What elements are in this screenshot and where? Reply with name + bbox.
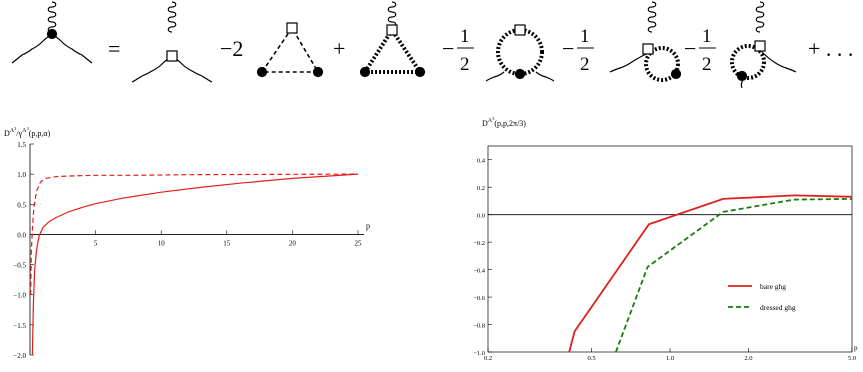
left-x-tick-label: 5: [94, 239, 98, 247]
left-x-tick-label: 10: [158, 239, 166, 247]
minus-sign-2: −: [562, 36, 574, 61]
right-y-tick-label: −0.6: [473, 295, 486, 302]
right-x-tick-label: 0.5: [588, 355, 596, 362]
coefficient-minus-two: −2: [220, 36, 243, 61]
left-y-tick-label: 0.5: [17, 201, 26, 209]
right-y-tick-label: −0.2: [473, 240, 485, 247]
dressed-vertex-diagram: [11, 1, 93, 64]
left-x-axis-label: p: [366, 221, 370, 230]
right-chart: DA3(p,p,2π/3) 0.4 0.2 0.0 −0.2 −0.4 −0.6 −0.8 −…: [473, 116, 858, 362]
right-y-tick-label: −0.8: [473, 323, 485, 330]
right-y-tick-label: 0.2: [477, 185, 485, 192]
right-y-tick-label: 0.4: [477, 158, 486, 165]
gluon-swordfish-diagram-2: [730, 1, 797, 89]
left-y-tick-label: −1.5: [13, 322, 26, 330]
svg-text:DA3(p,p,2π/3): DA3(p,p,2π/3): [482, 116, 526, 128]
right-x-axis-label: p: [854, 344, 858, 352]
right-x-tick-label: 5.0: [848, 355, 856, 362]
half-denominator-1: 2: [460, 54, 470, 75]
right-x-tick-label: 1.0: [666, 355, 674, 362]
left-x-tick-label: 15: [223, 239, 231, 247]
left-x-tick-label: 25: [355, 239, 363, 247]
left-y-tick-label: 0.0: [17, 231, 26, 239]
half-numerator-1: 1: [460, 26, 470, 47]
right-plot-frame: [487, 145, 853, 353]
right-y-tick-label: −1.0: [473, 350, 485, 357]
left-y-tick-label: −1.0: [13, 292, 26, 300]
minus-sign-3: −: [684, 36, 696, 61]
right-x-tick-label: 0.2: [484, 355, 492, 362]
ellipsis-term: + . . .: [808, 36, 853, 61]
left-chart: DA3/γA3(p,p,α) 1.5 1.0 0.5 0.0 −0.5 −1.0 −1.5 −…: [4, 126, 370, 360]
right-x-tick-label: 2.0: [744, 355, 752, 362]
legend-label: dressed ghg: [760, 303, 796, 312]
left-series-dashed-line: [30, 173, 359, 295]
half-numerator-3: 1: [702, 26, 712, 47]
right-chart-title: DA3(p,p,2π/3): [482, 116, 526, 128]
right-series-dashed-line: [615, 198, 853, 353]
left-y-tick-label: 1.0: [17, 171, 26, 179]
left-chart-title: DA3/γA3(p,p,α): [4, 126, 51, 138]
gluon-triangle-diagram: [359, 1, 426, 78]
ghost-triangle-diagram: [256, 22, 324, 78]
gluon-swordfish-diagram: [609, 1, 682, 82]
gluon-loop-diagram: [485, 24, 555, 82]
plus-sign: +: [333, 36, 345, 61]
left-series-solid-line: [31, 173, 359, 356]
equals-sign: =: [108, 36, 120, 61]
left-y-tick-label: −0.5: [13, 262, 26, 270]
right-y-tick-label: −0.4: [473, 268, 486, 275]
left-y-tick-label: 1.5: [17, 141, 26, 149]
bare-vertex-diagram: [131, 1, 213, 83]
right-y-tick-label: 0.0: [477, 213, 485, 220]
svg-text:DA3/γA3(p,p,α): DA3/γA3(p,p,α): [4, 126, 51, 138]
half-numerator-2: 1: [580, 26, 590, 47]
half-denominator-3: 2: [702, 54, 712, 75]
minus-sign-1: −: [442, 36, 454, 61]
right-series-solid-line: [568, 194, 853, 353]
half-denominator-2: 2: [580, 54, 590, 75]
left-x-tick-label: 20: [289, 239, 297, 247]
left-y-tick-label: −2.0: [13, 352, 26, 360]
legend-label: bare ghg: [760, 282, 786, 291]
feynman-diagram-equation: = −2 + − 1 2 − 1 2 − 1 2 + . . .: [11, 1, 853, 89]
